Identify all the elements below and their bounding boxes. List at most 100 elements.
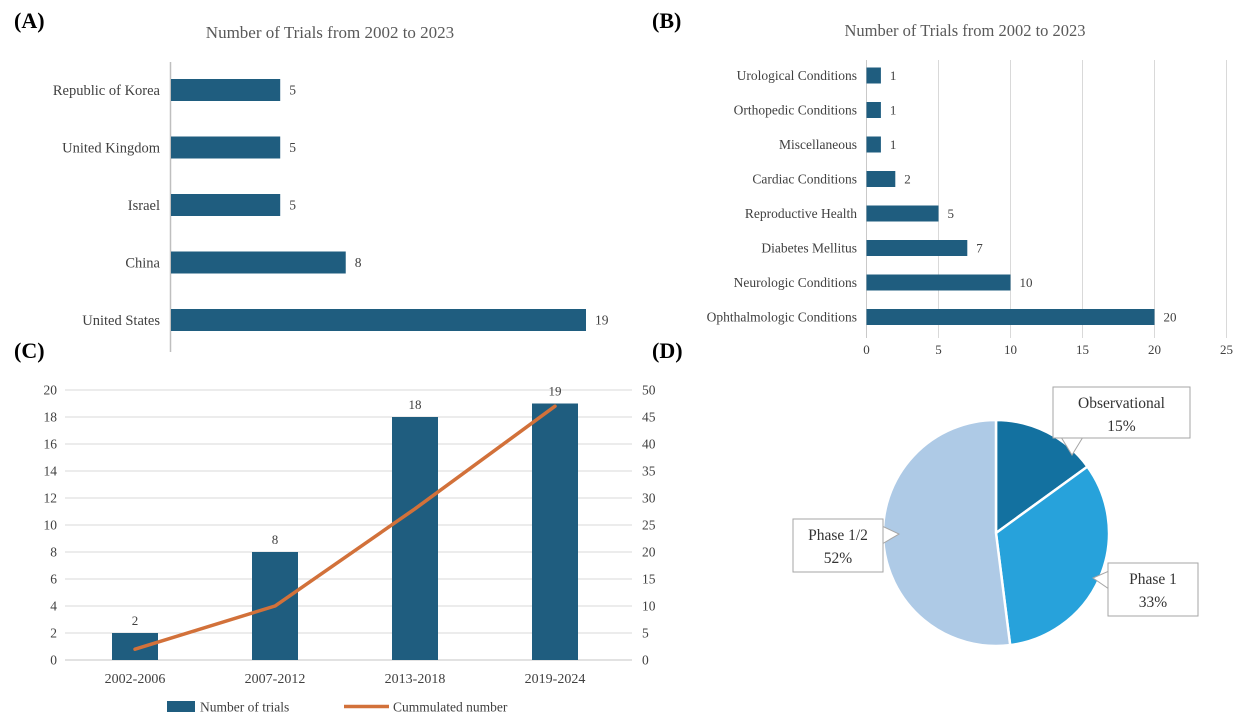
bar-urological-conditions bbox=[866, 67, 881, 84]
right-tick-label-15: 15 bbox=[642, 572, 656, 587]
right-tick-label-20: 20 bbox=[642, 545, 656, 560]
chart-a-title: Number of Trials from 2002 to 2023 bbox=[206, 23, 454, 42]
category-label-orthopedic-conditions: Orthopedic Conditions bbox=[734, 103, 857, 118]
callout-pct-phase-1-2: 52% bbox=[824, 550, 853, 567]
bar-united-kingdom bbox=[171, 136, 281, 159]
value-label-republic-of-korea: 5 bbox=[289, 83, 296, 98]
value-label-orthopedic-conditions: 1 bbox=[890, 103, 897, 118]
panel-a-label: (A) bbox=[14, 8, 45, 33]
value-label-china: 8 bbox=[355, 255, 362, 270]
value-label-reproductive-health: 5 bbox=[948, 206, 955, 221]
panel-b-label: (B) bbox=[652, 8, 682, 33]
value-label-cardiac-conditions: 2 bbox=[904, 172, 911, 187]
category-label-diabetes-mellitus: Diabetes Mellitus bbox=[761, 241, 857, 256]
category-label-urological-conditions: Urological Conditions bbox=[737, 68, 857, 83]
category-label-neurologic-conditions: Neurologic Conditions bbox=[734, 275, 857, 290]
left-tick-label-0: 0 bbox=[50, 653, 57, 668]
callout-pct-observational: 15% bbox=[1107, 418, 1136, 435]
category-label-united-states: United States bbox=[82, 313, 160, 329]
value-label-2013-2018: 18 bbox=[409, 397, 422, 412]
right-tick-label-10: 10 bbox=[642, 599, 656, 614]
bar-israel bbox=[171, 194, 281, 216]
callout-box-observational bbox=[1052, 386, 1191, 439]
category-label-2007-2012: 2007-2012 bbox=[245, 672, 306, 687]
bar-china bbox=[171, 251, 346, 274]
left-tick-label-2: 2 bbox=[50, 626, 57, 641]
value-label-2002-2006: 2 bbox=[132, 613, 139, 628]
chart-d-phase-pie: Observational 15% Phase 1 33% Phase 1/2 52% bbox=[792, 386, 1199, 648]
bar-orthopedic-conditions bbox=[866, 102, 881, 118]
right-tick-label-40: 40 bbox=[642, 437, 656, 452]
left-tick-label-6: 6 bbox=[50, 572, 57, 587]
x-tick-label-20: 20 bbox=[1148, 342, 1161, 357]
value-label-urological-conditions: 1 bbox=[890, 68, 897, 83]
left-tick-label-10: 10 bbox=[44, 518, 58, 533]
category-label-2002-2006: 2002-2006 bbox=[105, 672, 166, 687]
right-tick-label-50: 50 bbox=[642, 383, 656, 398]
category-label-2019-2024: 2019-2024 bbox=[525, 672, 586, 687]
panel-d-label: (D) bbox=[652, 338, 683, 363]
value-label-diabetes-mellitus: 7 bbox=[976, 241, 983, 256]
x-tick-label-10: 10 bbox=[1004, 342, 1017, 357]
bar-2013-2018 bbox=[392, 417, 438, 660]
x-tick-label-15: 15 bbox=[1076, 342, 1089, 357]
category-label-united-kingdom: United Kingdom bbox=[62, 141, 161, 157]
category-label-republic-of-korea: Republic of Korea bbox=[53, 83, 161, 99]
left-tick-label-8: 8 bbox=[50, 545, 57, 560]
value-label-united-kingdom: 5 bbox=[289, 140, 296, 155]
bar-neurologic-conditions bbox=[866, 274, 1011, 291]
bar-reproductive-health bbox=[866, 205, 939, 222]
bar-diabetes-mellitus bbox=[866, 240, 968, 256]
chart-b-title: Number of Trials from 2002 to 2023 bbox=[844, 21, 1085, 40]
chart-c-trials-by-period: 0 2 4 6 8 10 12 14 16 18 20 0 5 10 15 20 25 30 35 40 45 50 2 20… bbox=[44, 383, 656, 715]
right-tick-label-45: 45 bbox=[642, 410, 656, 425]
value-label-ophthalmologic-conditions: 20 bbox=[1164, 310, 1177, 325]
left-tick-label-12: 12 bbox=[44, 491, 58, 506]
cumulative-line bbox=[133, 404, 557, 651]
left-tick-label-4: 4 bbox=[50, 599, 57, 614]
callout-box-phase-1 bbox=[1107, 562, 1199, 617]
value-label-2019-2024: 19 bbox=[549, 384, 562, 399]
value-label-miscellaneous: 1 bbox=[890, 137, 897, 152]
value-label-neurologic-conditions: 10 bbox=[1020, 275, 1033, 290]
left-tick-label-20: 20 bbox=[44, 383, 58, 398]
category-label-china: China bbox=[125, 256, 160, 272]
bar-cardiac-conditions bbox=[866, 171, 896, 187]
pie-slice-observational bbox=[994, 418, 1089, 535]
legend-label-number-of-trials: Number of trials bbox=[200, 700, 289, 715]
value-label-united-states: 19 bbox=[595, 313, 609, 328]
value-label-2007-2012: 8 bbox=[272, 532, 279, 547]
category-label-miscellaneous: Miscellaneous bbox=[779, 137, 857, 152]
callout-pct-phase-1: 33% bbox=[1139, 594, 1168, 611]
left-tick-label-18: 18 bbox=[44, 410, 58, 425]
chart-a-trials-by-country: Number of Trials from 2002 to 2023 Republ… bbox=[53, 23, 609, 352]
bar-miscellaneous bbox=[866, 136, 881, 153]
pie-slice-phase-1-2 bbox=[881, 418, 1012, 648]
value-label-israel: 5 bbox=[289, 198, 296, 213]
right-tick-label-0: 0 bbox=[642, 653, 649, 668]
bar-united-states bbox=[171, 309, 586, 331]
bar-2002-2006 bbox=[112, 633, 158, 660]
right-tick-label-35: 35 bbox=[642, 464, 656, 479]
x-tick-label-0: 0 bbox=[863, 342, 870, 357]
right-tick-label-5: 5 bbox=[642, 626, 649, 641]
category-label-ophthalmologic-conditions: Ophthalmologic Conditions bbox=[707, 310, 857, 325]
legend-swatch-number-of-trials bbox=[167, 701, 195, 712]
panel-c-label: (C) bbox=[14, 338, 45, 363]
right-tick-label-25: 25 bbox=[642, 518, 656, 533]
callout-label-observational: Observational bbox=[1078, 395, 1165, 412]
callout-label-phase-1: Phase 1 bbox=[1129, 571, 1177, 588]
left-tick-label-14: 14 bbox=[44, 464, 58, 479]
category-label-reproductive-health: Reproductive Health bbox=[745, 206, 857, 221]
category-label-cardiac-conditions: Cardiac Conditions bbox=[752, 172, 857, 187]
bar-republic-of-korea bbox=[171, 79, 281, 101]
bar-ophthalmologic-conditions bbox=[866, 309, 1155, 325]
x-tick-label-25: 25 bbox=[1220, 342, 1233, 357]
left-tick-label-16: 16 bbox=[44, 437, 58, 452]
x-tick-label-5: 5 bbox=[935, 342, 942, 357]
right-tick-label-30: 30 bbox=[642, 491, 656, 506]
callout-label-phase-1-2: Phase 1/2 bbox=[808, 527, 868, 544]
legend-label-cummulated-number: Cummulated number bbox=[393, 700, 508, 715]
